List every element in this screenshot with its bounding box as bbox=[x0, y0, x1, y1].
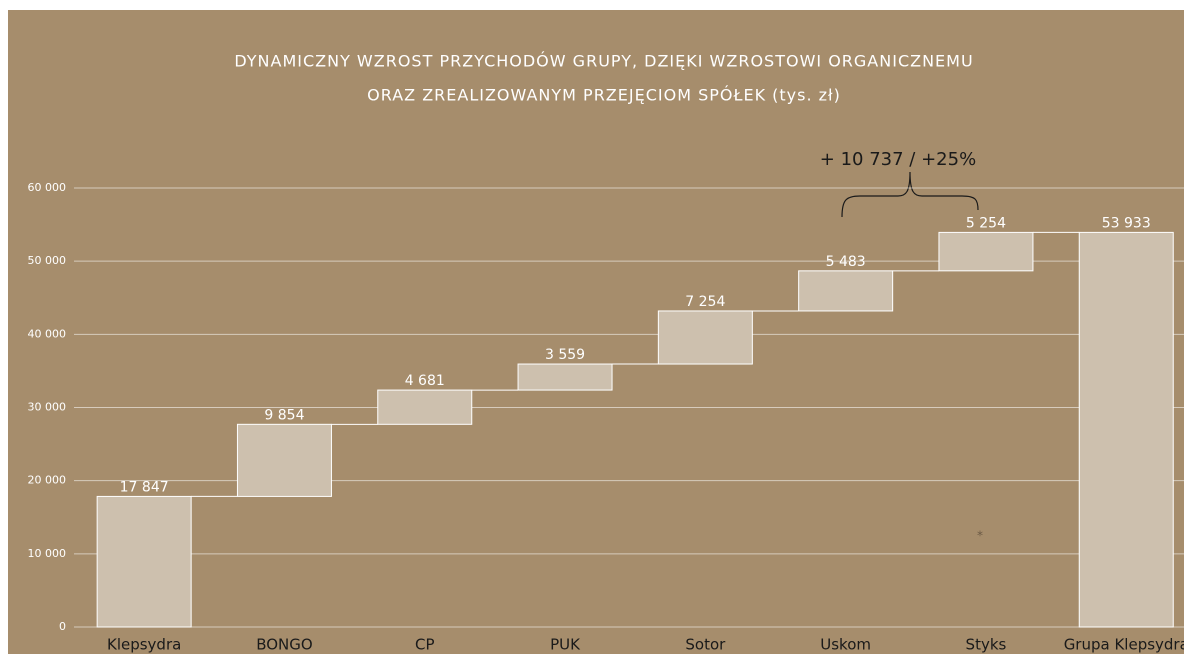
bar bbox=[236, 423, 332, 497]
bar bbox=[1078, 231, 1174, 628]
value-label: 17 847 bbox=[120, 479, 169, 495]
annotation: + 10 737 / +25% bbox=[820, 149, 976, 170]
y-tick-label: 60 000 bbox=[28, 181, 67, 194]
x-tick-label: Uskom bbox=[820, 636, 871, 654]
x-tick-label: BONGO bbox=[256, 636, 312, 654]
value-label: 4 681 bbox=[405, 373, 445, 389]
y-tick-label: 20 000 bbox=[28, 474, 67, 487]
x-tick-label: Styks bbox=[966, 636, 1007, 654]
y-tick-label: 40 000 bbox=[28, 327, 67, 340]
y-tick-label: 50 000 bbox=[28, 254, 67, 267]
bar bbox=[938, 231, 1034, 272]
value-label: 7 254 bbox=[685, 294, 725, 310]
chart-title: DYNAMICZNY WZROST PRZYCHODÓW GRUPY, DZIĘ… bbox=[234, 52, 973, 71]
value-label: 53 933 bbox=[1102, 215, 1151, 231]
x-tick-label: Klepsydra bbox=[107, 636, 181, 654]
x-tick-label: Grupa Klepsydra bbox=[1064, 636, 1184, 654]
y-tick-label: 30 000 bbox=[28, 401, 67, 414]
x-tick-label: Sotor bbox=[685, 636, 726, 654]
background bbox=[8, 10, 1184, 654]
brace bbox=[841, 171, 979, 218]
y-tick-label: 10 000 bbox=[28, 547, 67, 560]
value-label: 3 559 bbox=[545, 347, 585, 363]
annotation: * bbox=[977, 529, 983, 543]
value-label: 9 854 bbox=[264, 407, 304, 423]
value-label: 5 483 bbox=[826, 254, 866, 270]
bar bbox=[517, 363, 613, 391]
bar bbox=[657, 310, 753, 365]
bar bbox=[377, 389, 473, 425]
y-tick-label: 0 bbox=[59, 620, 66, 633]
x-tick-label: CP bbox=[415, 636, 435, 654]
bar bbox=[96, 495, 192, 628]
chart-title: ORAZ ZREALIZOWANYM PRZEJĘCIOM SPÓŁEK (ty… bbox=[367, 86, 841, 105]
x-tick-label: PUK bbox=[550, 636, 581, 654]
value-label: 5 254 bbox=[966, 215, 1006, 231]
bar bbox=[798, 270, 894, 312]
